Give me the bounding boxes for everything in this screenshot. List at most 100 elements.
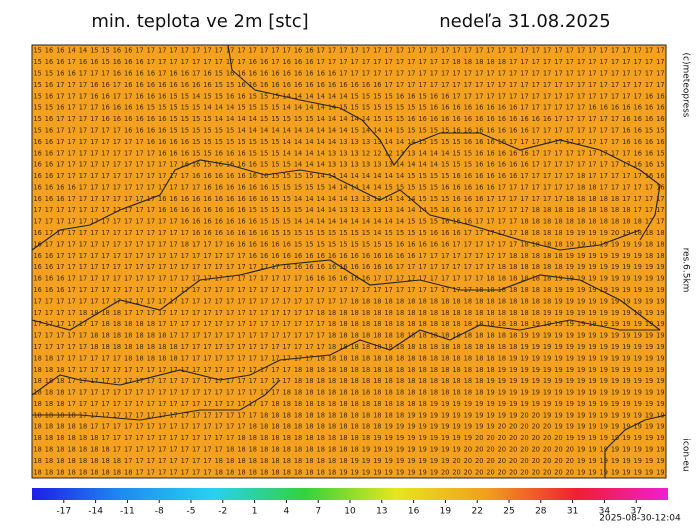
- grid-value: 16: [237, 229, 245, 237]
- grid-value: 15: [283, 115, 291, 123]
- grid-value: 19: [645, 275, 653, 283]
- grid-value: 16: [192, 81, 200, 89]
- grid-value: 15: [294, 115, 302, 123]
- grid-value: 17: [283, 354, 291, 362]
- grid-value: 18: [418, 309, 426, 317]
- grid-value: 17: [260, 400, 268, 408]
- grid-value: 19: [577, 240, 585, 248]
- grid-value: 18: [67, 468, 75, 476]
- grid-value: 16: [260, 252, 268, 260]
- grid-value: 15: [418, 126, 426, 134]
- grid-value: 17: [543, 81, 551, 89]
- grid-value: 17: [147, 309, 155, 317]
- grid-value: 18: [373, 354, 381, 362]
- grid-value: 17: [554, 104, 562, 112]
- grid-value: 16: [90, 81, 98, 89]
- grid-value: 17: [249, 400, 257, 408]
- grid-value: 19: [622, 275, 630, 283]
- grid-value: 17: [475, 47, 483, 55]
- grid-value: 18: [283, 411, 291, 419]
- grid-value: 17: [588, 161, 596, 169]
- grid-value: 17: [441, 69, 449, 77]
- grid-value: 18: [441, 309, 449, 317]
- grid-value: 15: [430, 138, 438, 146]
- grid-value: 18: [418, 332, 426, 340]
- grid-value: 15: [418, 218, 426, 226]
- grid-value: 15: [271, 161, 279, 169]
- grid-value: 17: [283, 343, 291, 351]
- grid-value: 17: [203, 286, 211, 294]
- grid-value: 14: [362, 115, 370, 123]
- grid-value: 17: [622, 92, 630, 100]
- grid-value: 17: [113, 446, 121, 454]
- grid-value: 17: [124, 149, 132, 157]
- grid-value: 18: [611, 195, 619, 203]
- grid-value: 19: [588, 240, 596, 248]
- grid-value: 19: [543, 389, 551, 397]
- grid-value: 14: [362, 172, 370, 180]
- grid-value: 20: [566, 446, 574, 454]
- grid-value: 20: [475, 468, 483, 476]
- grid-value: 16: [90, 58, 98, 66]
- grid-value: 19: [566, 377, 574, 385]
- grid-value: 16: [124, 47, 132, 55]
- grid-value: 16: [464, 195, 472, 203]
- grid-value: 17: [90, 69, 98, 77]
- grid-value: 16: [452, 229, 460, 237]
- grid-value: 19: [611, 263, 619, 271]
- grid-value: 15: [452, 138, 460, 146]
- grid-value: 14: [362, 218, 370, 226]
- grid-value: 17: [271, 354, 279, 362]
- grid-value: 18: [520, 286, 528, 294]
- grid-value: 20: [509, 468, 517, 476]
- grid-value: 19: [407, 434, 415, 442]
- grid-value: 19: [656, 309, 664, 317]
- grid-value: 20: [520, 457, 528, 465]
- grid-value: 17: [56, 172, 64, 180]
- grid-value: 18: [33, 354, 41, 362]
- grid-value: 18: [543, 206, 551, 214]
- grid-value: 17: [396, 275, 404, 283]
- grid-value: 19: [543, 332, 551, 340]
- grid-value: 15: [350, 240, 358, 248]
- grid-value: 18: [328, 423, 336, 431]
- grid-value: 16: [203, 206, 211, 214]
- grid-value: 18: [294, 366, 302, 374]
- grid-value: 14: [373, 183, 381, 191]
- grid-value: 16: [135, 126, 143, 134]
- grid-value: 16: [101, 92, 109, 100]
- grid-value: 16: [645, 138, 653, 146]
- grid-value: 19: [554, 377, 562, 385]
- grid-value: 16: [249, 218, 257, 226]
- grid-value: 17: [181, 183, 189, 191]
- grid-value: 17: [543, 69, 551, 77]
- grid-value: 18: [498, 343, 506, 351]
- grid-value: 16: [362, 275, 370, 283]
- grid-value: 19: [373, 434, 381, 442]
- grid-value: 19: [588, 229, 596, 237]
- grid-value: 17: [294, 343, 302, 351]
- grid-value: 16: [181, 138, 189, 146]
- grid-value: 17: [158, 252, 166, 260]
- grid-value: 16: [475, 104, 483, 112]
- grid-value: 19: [600, 229, 608, 237]
- grid-value: 18: [441, 389, 449, 397]
- grid-value: 18: [158, 332, 166, 340]
- grid-value: 17: [158, 389, 166, 397]
- grid-value: 18: [67, 434, 75, 442]
- grid-value: 16: [45, 183, 53, 191]
- grid-value: 16: [475, 115, 483, 123]
- grid-value: 18: [113, 457, 121, 465]
- grid-value: 18: [339, 423, 347, 431]
- grid-value: 17: [113, 423, 121, 431]
- grid-value: 17: [90, 206, 98, 214]
- grid-value: 17: [271, 263, 279, 271]
- grid-value: 17: [192, 58, 200, 66]
- grid-value: 17: [237, 263, 245, 271]
- grid-value: 19: [554, 309, 562, 317]
- grid-value: 19: [634, 457, 642, 465]
- grid-value: 17: [452, 275, 460, 283]
- grid-value: 19: [622, 240, 630, 248]
- grid-value: 16: [158, 195, 166, 203]
- grid-value: 19: [600, 343, 608, 351]
